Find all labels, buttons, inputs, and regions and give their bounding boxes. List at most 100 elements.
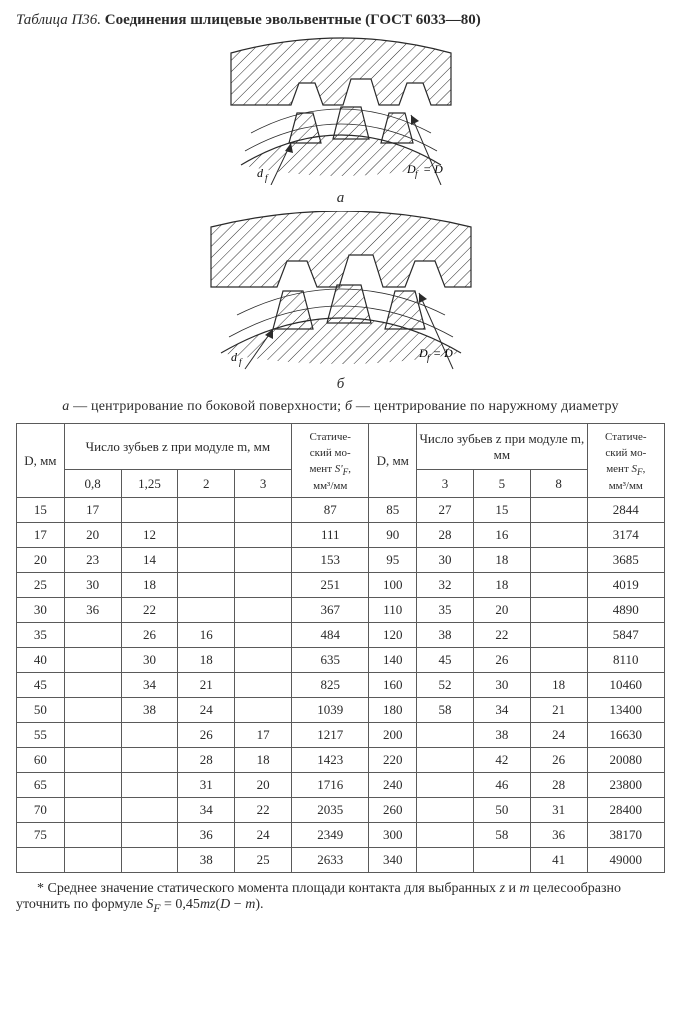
table-cell xyxy=(235,498,292,523)
table-body: 1517878527152844172012111902816317420231… xyxy=(17,498,665,873)
table-cell: 28400 xyxy=(587,798,664,823)
hdr-S-right: Статиче-ский мо-мент SF,мм³/мм xyxy=(587,424,664,498)
table-cell: 26 xyxy=(178,723,235,748)
table-cell: 153 xyxy=(292,548,369,573)
table-cell: 23800 xyxy=(587,773,664,798)
table-row: 382526333404149000 xyxy=(17,848,665,873)
table-cell xyxy=(417,773,474,798)
table-cell xyxy=(235,548,292,573)
table-cell: 28 xyxy=(530,773,587,798)
table-cell: 1217 xyxy=(292,723,369,748)
table-cell: 251 xyxy=(292,573,369,598)
table-cell: 367 xyxy=(292,598,369,623)
table-cell xyxy=(530,623,587,648)
table-cell xyxy=(235,623,292,648)
table-cell xyxy=(235,598,292,623)
svg-text:f: f xyxy=(239,357,243,367)
table-cell: 38 xyxy=(473,723,530,748)
table-cell: 36 xyxy=(530,823,587,848)
table-cell: 22 xyxy=(121,598,178,623)
table-cell xyxy=(64,823,121,848)
table-cell xyxy=(530,548,587,573)
table-cell: 3685 xyxy=(587,548,664,573)
svg-text:f: f xyxy=(415,169,419,179)
table-cell: 34 xyxy=(178,798,235,823)
table-cell: 16 xyxy=(178,623,235,648)
table-cell: 15 xyxy=(17,498,65,523)
hdr-mR-2: 8 xyxy=(530,470,587,498)
table-row: 40301863514045268110 xyxy=(17,648,665,673)
table-cell: 31 xyxy=(530,798,587,823)
svg-text:= D: = D xyxy=(433,346,453,360)
table-cell: 14 xyxy=(121,548,178,573)
table-row: 5526171217200382416630 xyxy=(17,723,665,748)
diagram-a: D f = D d f а xyxy=(16,35,665,207)
title-prefix: Таблица П36. xyxy=(16,12,101,28)
diagram-b-label: б xyxy=(16,376,665,393)
table-cell: 45 xyxy=(17,673,65,698)
spline-diagram-a-svg: D f = D d f xyxy=(211,35,471,185)
title-main: Соединения шлицевые эвольвентные (ГОСТ 6… xyxy=(105,12,481,28)
table-cell: 16 xyxy=(473,523,530,548)
table-cell: 25 xyxy=(235,848,292,873)
table-cell: 75 xyxy=(17,823,65,848)
table-cell: 30 xyxy=(17,598,65,623)
table-cell xyxy=(235,523,292,548)
table-cell: 24 xyxy=(235,823,292,848)
diag-a-df-label: d xyxy=(257,166,264,180)
table-cell xyxy=(121,823,178,848)
table-cell: 111 xyxy=(292,523,369,548)
table-cell: 180 xyxy=(369,698,417,723)
table-cell: 30 xyxy=(473,673,530,698)
table-cell: 24 xyxy=(530,723,587,748)
table-cell: 13400 xyxy=(587,698,664,723)
table-cell xyxy=(530,648,587,673)
table-cell: 5847 xyxy=(587,623,664,648)
table-cell: 17 xyxy=(17,523,65,548)
table-cell: 34 xyxy=(121,673,178,698)
table-row: 45342182516052301810460 xyxy=(17,673,665,698)
table-cell: 26 xyxy=(473,648,530,673)
table-cell xyxy=(417,848,474,873)
table-cell: 2035 xyxy=(292,798,369,823)
table-cell: 18 xyxy=(473,548,530,573)
diagram-a-label: а xyxy=(16,190,665,207)
table-row: 1517878527152844 xyxy=(17,498,665,523)
table-cell: 36 xyxy=(64,598,121,623)
table-row: 7034222035260503128400 xyxy=(17,798,665,823)
diagram-b: d f D f = D б xyxy=(16,211,665,393)
table-cell xyxy=(235,573,292,598)
hdr-mL-1: 1,25 xyxy=(121,470,178,498)
table-cell: 300 xyxy=(369,823,417,848)
table-cell: 50 xyxy=(17,698,65,723)
table-cell xyxy=(64,748,121,773)
table-row: 25301825110032184019 xyxy=(17,573,665,598)
table-cell: 38 xyxy=(417,623,474,648)
table-cell xyxy=(121,498,178,523)
footnote: * Среднее значение статического момента … xyxy=(16,881,665,915)
table-cell: 26 xyxy=(530,748,587,773)
svg-text:f: f xyxy=(265,173,269,183)
table-cell: 100 xyxy=(369,573,417,598)
table-cell: 120 xyxy=(369,623,417,648)
table-cell: 17 xyxy=(235,723,292,748)
caption-b-text: — центрирование по наружному диаметру xyxy=(352,399,619,414)
spline-table: D, мм Число зубьев z при модуле m, мм Ст… xyxy=(16,423,665,873)
table-cell xyxy=(64,848,121,873)
page: Таблица П36. Соединения шлицевые эвольве… xyxy=(0,0,681,945)
table-cell: 28 xyxy=(417,523,474,548)
table-row: 7536242349300583638170 xyxy=(17,823,665,848)
table-cell: 38170 xyxy=(587,823,664,848)
table-cell: 20 xyxy=(473,598,530,623)
table-cell xyxy=(178,498,235,523)
table-cell: 35 xyxy=(17,623,65,648)
table-cell: 24 xyxy=(178,698,235,723)
table-cell: 20 xyxy=(235,773,292,798)
table-row: 2023141539530183685 xyxy=(17,548,665,573)
table-cell: 28 xyxy=(178,748,235,773)
table-title: Таблица П36. Соединения шлицевые эвольве… xyxy=(16,12,665,29)
table-cell xyxy=(235,673,292,698)
table-cell xyxy=(417,748,474,773)
table-row: 35261648412038225847 xyxy=(17,623,665,648)
table-cell: 220 xyxy=(369,748,417,773)
